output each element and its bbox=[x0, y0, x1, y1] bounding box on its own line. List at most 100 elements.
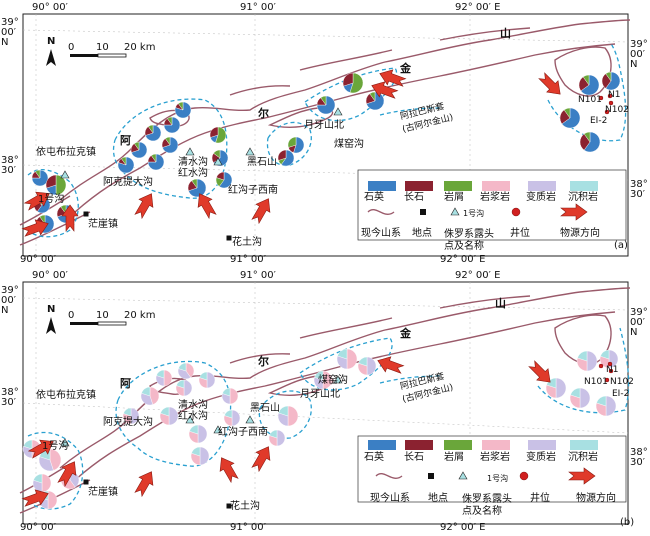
composition-pie bbox=[174, 101, 192, 119]
well-dot bbox=[608, 368, 614, 374]
scale-zero: 0 bbox=[68, 42, 75, 53]
composition-pie bbox=[161, 136, 179, 154]
provenance-boundary bbox=[115, 360, 232, 467]
pie-slice bbox=[277, 149, 287, 161]
provenance-arrow bbox=[538, 72, 561, 95]
place-qingshui: 清水沟 bbox=[178, 400, 208, 411]
mountain-outline bbox=[149, 109, 190, 127]
lon-label-91: 91° 00′ bbox=[240, 270, 276, 281]
range-char-er: 尔 bbox=[258, 107, 269, 120]
pie-slice bbox=[165, 136, 171, 146]
composition-pie bbox=[130, 141, 148, 159]
place-meiyao: 煤窑沟 bbox=[318, 375, 348, 386]
legend-feldspar: 长石 bbox=[404, 192, 424, 203]
provenance-boundary bbox=[379, 107, 441, 116]
legend-location-symbol bbox=[428, 473, 434, 479]
legend-location-symbol bbox=[420, 209, 426, 215]
place-yitun: 依屯布拉克镇 bbox=[36, 147, 96, 158]
well-n1: N1 bbox=[606, 365, 619, 375]
scale-zero: 0 bbox=[68, 310, 75, 321]
place-yitun: 依屯布拉克镇 bbox=[36, 390, 96, 401]
pie-slice bbox=[174, 101, 192, 119]
legend-location: 地点 bbox=[428, 493, 448, 504]
pie-slice bbox=[224, 409, 233, 419]
well-n101: N101 bbox=[584, 377, 608, 387]
pie-slice bbox=[216, 171, 225, 181]
provenance-arrow-shape bbox=[379, 69, 407, 87]
pie-slice bbox=[287, 405, 299, 427]
legend-swatch-igneous bbox=[482, 181, 510, 191]
legend-well: 井位 bbox=[530, 493, 550, 504]
provenance-arrow-shape bbox=[21, 489, 49, 507]
provenance-arrow-shape bbox=[219, 457, 239, 484]
range-char-er: 尔 bbox=[258, 355, 269, 368]
pie-slice bbox=[278, 405, 289, 417]
composition-pie bbox=[578, 74, 600, 96]
pie-slice bbox=[163, 116, 181, 134]
pie-slice bbox=[358, 356, 368, 367]
pie-slice bbox=[229, 387, 239, 405]
lon-bottom-91: 91° 00′ bbox=[230, 522, 266, 533]
range-char-shan: 山 bbox=[500, 27, 511, 40]
outcrop-triangle bbox=[333, 375, 343, 384]
pie-slice bbox=[189, 424, 199, 435]
well-dot bbox=[598, 363, 604, 369]
lon-bottom-90: 90° 00′ bbox=[20, 522, 56, 533]
legend-swatch-sedimentary bbox=[570, 440, 598, 450]
composition-pie bbox=[188, 424, 208, 444]
place-meiyao: 煤窑沟 bbox=[334, 139, 364, 150]
map-canvas-a bbox=[19, 13, 631, 257]
legend-outcrop-symbol bbox=[450, 207, 460, 216]
provenance-arrow bbox=[219, 457, 239, 484]
pie-slice bbox=[570, 387, 581, 399]
range-char-shan: 山 bbox=[495, 297, 506, 310]
pie-slice bbox=[555, 377, 567, 399]
pie-slice bbox=[117, 156, 135, 174]
pie-slice bbox=[168, 406, 179, 426]
legend-igneous: 岩浆岩 bbox=[480, 452, 510, 463]
composition-pie bbox=[365, 91, 385, 111]
pie-slice bbox=[156, 369, 165, 379]
composition-pie bbox=[31, 169, 49, 187]
outcrop-triangle bbox=[185, 147, 195, 156]
provenance-arrow-shape bbox=[27, 439, 54, 459]
location-square bbox=[83, 479, 89, 485]
pie-slice bbox=[39, 214, 46, 225]
pie-slice bbox=[123, 407, 132, 417]
provenance-arrow bbox=[21, 489, 49, 507]
provenance-arrow bbox=[379, 69, 407, 87]
pie-slice bbox=[561, 107, 581, 129]
legend-quartz: 石英 bbox=[364, 192, 384, 203]
well-dot bbox=[604, 377, 610, 383]
pie-slice bbox=[222, 387, 231, 397]
graticule-lat bbox=[22, 402, 629, 434]
provenance-arrow-shape bbox=[251, 446, 271, 473]
place-hongouzi: 红沟子西南 bbox=[228, 185, 278, 196]
legend-outcrop-symbol bbox=[458, 471, 468, 480]
scale-bar-black bbox=[70, 54, 98, 57]
place-qingshui: 清水沟 bbox=[178, 157, 208, 168]
lat-label-39-left: 39° 00′ N bbox=[1, 285, 19, 316]
mountain-outline bbox=[229, 295, 531, 364]
well-dot bbox=[604, 109, 610, 115]
pie-slice bbox=[49, 448, 62, 471]
place-heishi: 黑石山 bbox=[250, 403, 280, 414]
pie-slice bbox=[577, 350, 588, 362]
composition-pie bbox=[38, 448, 62, 472]
pie-slice bbox=[183, 379, 193, 397]
provenance-arrow bbox=[23, 191, 50, 211]
composition-pie bbox=[313, 370, 333, 390]
legend-outcrop-tag: 1号沟 bbox=[463, 209, 485, 218]
composition-pie bbox=[140, 386, 160, 406]
provenance-arrow bbox=[251, 446, 271, 473]
composition-pie bbox=[559, 107, 581, 129]
pie-slice bbox=[269, 429, 278, 439]
lon-label-92: 92° 00′ E bbox=[455, 270, 501, 281]
outcrop-triangle bbox=[213, 157, 223, 166]
lon-bottom-91: 91° 00′ bbox=[230, 254, 266, 265]
pie-slice bbox=[276, 429, 286, 447]
outcrop-triangle bbox=[245, 147, 255, 156]
north-arrow-icon bbox=[46, 49, 56, 66]
pie-slice bbox=[580, 74, 600, 96]
composition-pie bbox=[163, 116, 181, 134]
